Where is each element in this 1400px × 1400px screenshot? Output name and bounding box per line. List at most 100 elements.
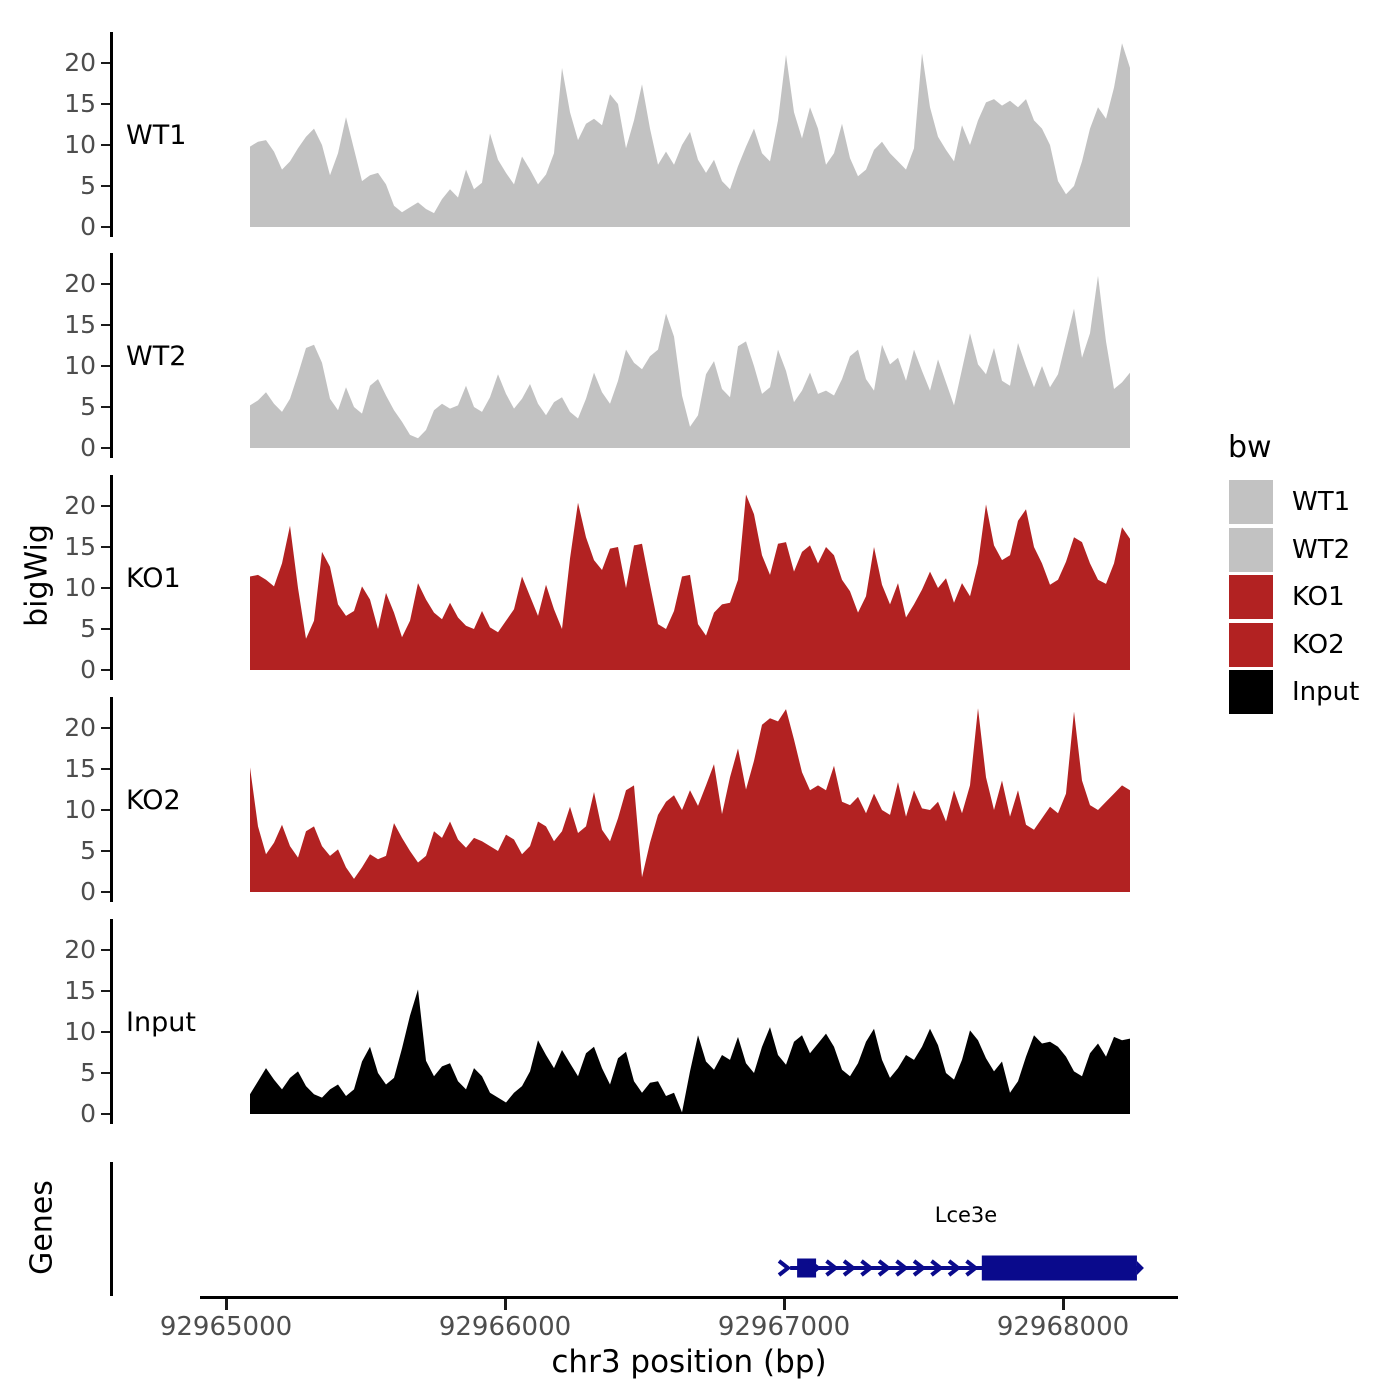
y-tick-label: 5 [80,392,96,421]
y-tick-label: 15 [64,89,96,118]
y-tick-mark [101,103,110,105]
legend-label: WT1 [1292,487,1351,517]
y-tick-label: 5 [80,171,96,200]
x-tick-label: 92967000 [717,1312,851,1342]
strand-arrow-icon [860,1259,874,1277]
y-tick-mark [101,185,110,187]
y-tick-label: 0 [80,877,96,906]
y-axis-line-input [110,919,113,1124]
x-tick-mark [225,1299,228,1310]
track-label-input: Input [126,1007,196,1038]
legend-item-wt2: WT2 [1208,527,1350,575]
gene-end-arrow-icon [1136,1261,1144,1275]
y-tick-mark [101,768,110,770]
coverage-area-wt2 [250,275,1130,448]
y-tick-label: 5 [80,614,96,643]
y-tick-label: 5 [80,1058,96,1087]
legend-swatch-ko1 [1229,575,1273,619]
legend-item-ko2: KO2 [1208,622,1345,670]
y-tick-mark [101,1113,110,1115]
y-tick-mark [101,144,110,146]
legend-swatch-wt1 [1229,480,1273,524]
y-tick-label: 15 [64,532,96,561]
y-tick-label: 0 [80,433,96,462]
y-tick-mark [101,546,110,548]
strand-arrow-icon [965,1259,979,1277]
y-tick-label: 0 [80,1099,96,1128]
y-tick-mark [101,226,110,228]
x-axis-title: chr3 position (bp) [551,1344,827,1380]
strand-arrow-icon [877,1259,892,1277]
y-tick-mark [101,949,110,951]
legend-swatch-wt2 [1229,527,1273,572]
legend-label: KO1 [1292,582,1345,612]
y-tick-mark [101,505,110,507]
y-axis-line-wt1 [110,32,113,237]
y-tick-mark [101,406,110,408]
y-tick-mark [101,365,110,367]
legend-item-ko1: KO1 [1208,574,1345,622]
legend-swatch-ko2 [1229,622,1273,667]
gene-model-lce3e [777,1255,1144,1281]
y-tick-label: 15 [64,754,96,783]
gene-backbone-line [790,1266,1137,1270]
y-tick-label: 0 [80,655,96,684]
y-tick-mark [101,850,110,852]
y-tick-label: 5 [80,836,96,865]
legend-label: WT2 [1292,534,1351,565]
legend-title: bw [1228,430,1272,465]
y-tick-label: 20 [64,935,96,964]
y-tick-mark [101,1031,110,1033]
y-tick-label: 20 [64,48,96,77]
y-tick-mark [101,283,110,285]
track-label-ko2: KO2 [126,785,181,816]
y-tick-label: 10 [64,795,96,824]
strand-arrow-icon [777,1259,792,1277]
strand-arrow-icon [807,1259,822,1277]
y-tick-mark [101,628,110,630]
y-tick-label: 20 [64,713,96,742]
y-tick-mark [101,669,110,671]
legend-items: WT1 WT2 KO1 KO2 Input [1208,479,1359,717]
x-tick-label: 92968000 [996,1312,1130,1342]
track-label-wt1: WT1 [126,120,187,151]
legend-label: KO2 [1292,629,1345,660]
gene-exon [981,1255,1137,1281]
x-axis-line [200,1296,1178,1299]
y-tick-label: 10 [64,351,96,380]
x-tick-mark [1062,1299,1065,1310]
y-axis-line-ko2 [110,697,113,902]
y-tick-mark [101,891,110,893]
strand-arrow-icon [930,1259,944,1277]
legend-swatch-input [1229,670,1273,714]
y-tick-mark [101,1072,110,1074]
y-tick-label: 15 [64,976,96,1005]
strand-arrow-icon [947,1259,962,1277]
coverage-area-ko1 [250,494,1130,670]
y-tick-label: 20 [64,491,96,520]
strand-arrow-icon [912,1259,927,1277]
gene-name-label: Lce3e [934,1203,998,1227]
strand-arrow-icon [825,1259,839,1277]
x-tick-label: 92965000 [159,1312,293,1342]
y-axis-title-genes: Genes [24,1180,60,1275]
coverage-area-input [250,989,1130,1114]
y-tick-label: 20 [64,269,96,298]
y-tick-mark [101,990,110,992]
y-axis-line-wt2 [110,253,113,458]
x-tick-mark [783,1299,786,1310]
y-tick-label: 10 [64,1017,96,1046]
legend-label: Input [1292,677,1360,707]
genes-panel-y-axis-line [110,1162,113,1296]
y-tick-mark [101,447,110,449]
y-tick-label: 10 [64,573,96,602]
legend-item-input: Input [1208,669,1359,717]
x-tick-label: 92966000 [438,1312,572,1342]
strand-arrow-icon [842,1259,857,1277]
legend: bw WT1 WT2 KO1 KO2 Input [1208,430,1359,717]
gene-exon [797,1258,817,1278]
coverage-area-wt1 [250,43,1130,227]
y-tick-mark [101,727,110,729]
x-tick-mark [504,1299,507,1310]
y-tick-mark [101,324,110,326]
